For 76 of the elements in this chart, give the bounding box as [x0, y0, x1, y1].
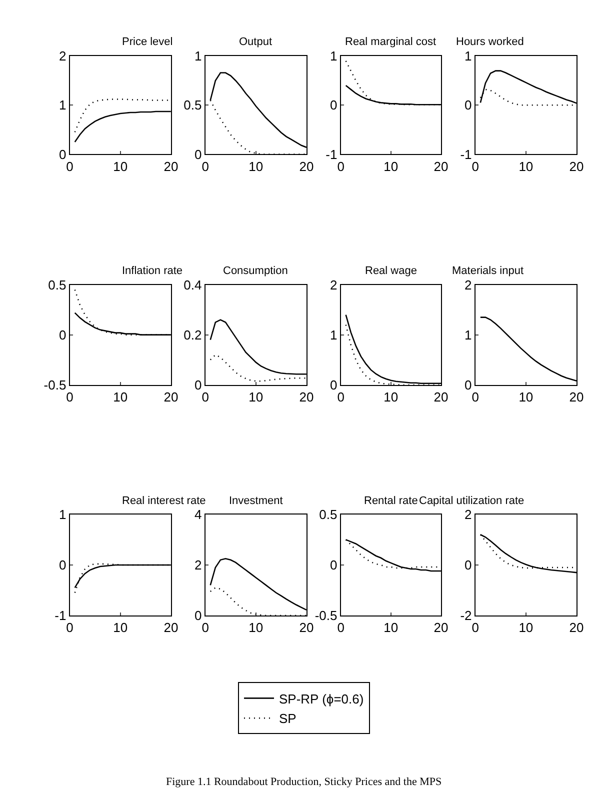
y-tick-label: 0 — [330, 558, 338, 573]
y-tick-label: 1 — [58, 98, 66, 113]
chart-title: Real interest rate — [122, 495, 206, 507]
chart-title: Investment — [229, 495, 283, 507]
x-tick-label: 10 — [518, 620, 534, 636]
x-tick-label: 10 — [384, 158, 398, 174]
y-tick-label: 2 — [194, 558, 202, 573]
y-tick-label: 1 — [330, 48, 338, 64]
line-series — [74, 98, 171, 133]
y-tick-label: -0.5 — [44, 377, 66, 392]
x-tick-label: 20 — [299, 620, 314, 636]
x-tick-label: 10 — [113, 620, 128, 636]
chart-title: Real wage — [365, 265, 417, 277]
y-tick-label: 0 — [330, 98, 338, 113]
x-tick-label: 10 — [248, 389, 264, 404]
y-tick-label: 2 — [464, 506, 472, 522]
chart-title: Materials input — [452, 265, 524, 277]
x-tick-label: 20 — [164, 389, 178, 404]
x-tick-label: 20 — [434, 620, 448, 636]
y-tick-label: 0 — [194, 377, 202, 392]
caption: Figure 1.1 Roundabout Production, Sticky Prices and the MPS — [166, 776, 442, 788]
x-tick-label: 10 — [113, 389, 128, 404]
chart-title: Consumption — [223, 265, 288, 277]
chart-title: Price level — [122, 36, 173, 48]
y-tick-label: 1 — [330, 327, 338, 342]
y-tick-label: 1 — [194, 48, 202, 64]
y-tick-label: -1 — [460, 146, 472, 162]
y-tick-label: 0 — [464, 558, 472, 573]
chart-title: Output — [239, 36, 272, 48]
y-tick-label: 0.2 — [184, 327, 202, 342]
y-tick-label: -1 — [54, 608, 66, 624]
x-tick-label: 20 — [164, 158, 178, 174]
y-tick-label: 0 — [194, 146, 202, 162]
chart-title: Capital utilization rate — [419, 495, 524, 507]
y-tick-label: 1 — [464, 48, 472, 64]
y-tick-label: 0 — [464, 98, 472, 113]
y-tick-label: -0.5 — [314, 608, 338, 624]
x-tick-label: 10 — [384, 620, 398, 636]
y-tick-label: 4 — [194, 506, 202, 522]
x-tick-label: 10 — [248, 158, 264, 174]
y-tick-label: 2 — [330, 277, 338, 292]
x-tick-label: 20 — [434, 389, 448, 404]
y-tick-label: 0.4 — [184, 277, 202, 292]
y-tick-label: -2 — [460, 608, 472, 624]
y-tick-label: 2 — [464, 277, 472, 292]
x-tick-label: 20 — [569, 158, 584, 174]
x-tick-label: 10 — [518, 158, 534, 174]
x-tick-label: 10 — [113, 158, 128, 174]
y-tick-label: 1 — [464, 327, 472, 342]
x-tick-label: 20 — [299, 389, 314, 404]
x-tick-label: 20 — [569, 620, 584, 636]
y-tick-label: 0 — [58, 327, 66, 342]
chart-title: Rental rate — [364, 495, 418, 507]
legend-label: SP-RP (ϕ=0.6) — [279, 691, 364, 706]
chart-title: Real marginal cost — [345, 36, 436, 48]
y-tick-label: 0.5 — [184, 98, 202, 113]
x-tick-label: 20 — [164, 620, 178, 636]
legend-label: SP — [279, 711, 296, 726]
y-tick-label: 0 — [194, 608, 202, 624]
y-tick-label: 0.5 — [48, 277, 66, 292]
y-tick-label: 0 — [464, 377, 472, 392]
y-tick-label: 0 — [58, 558, 66, 573]
x-tick-label: 20 — [299, 158, 314, 174]
y-tick-label: 0 — [58, 146, 66, 162]
y-tick-label: -1 — [326, 146, 338, 162]
y-tick-label: 2 — [58, 48, 66, 64]
x-tick-label: 10 — [518, 389, 534, 404]
x-tick-label: 20 — [434, 158, 448, 174]
y-tick-label: 0 — [330, 377, 338, 392]
chart-title: Inflation rate — [122, 265, 183, 277]
y-tick-label: 0.5 — [319, 506, 338, 522]
x-tick-label: 10 — [384, 389, 398, 404]
x-tick-label: 20 — [569, 389, 584, 404]
y-tick-label: 1 — [58, 506, 66, 522]
chart-title: Hours worked — [456, 36, 524, 48]
x-tick-label: 10 — [248, 620, 264, 636]
